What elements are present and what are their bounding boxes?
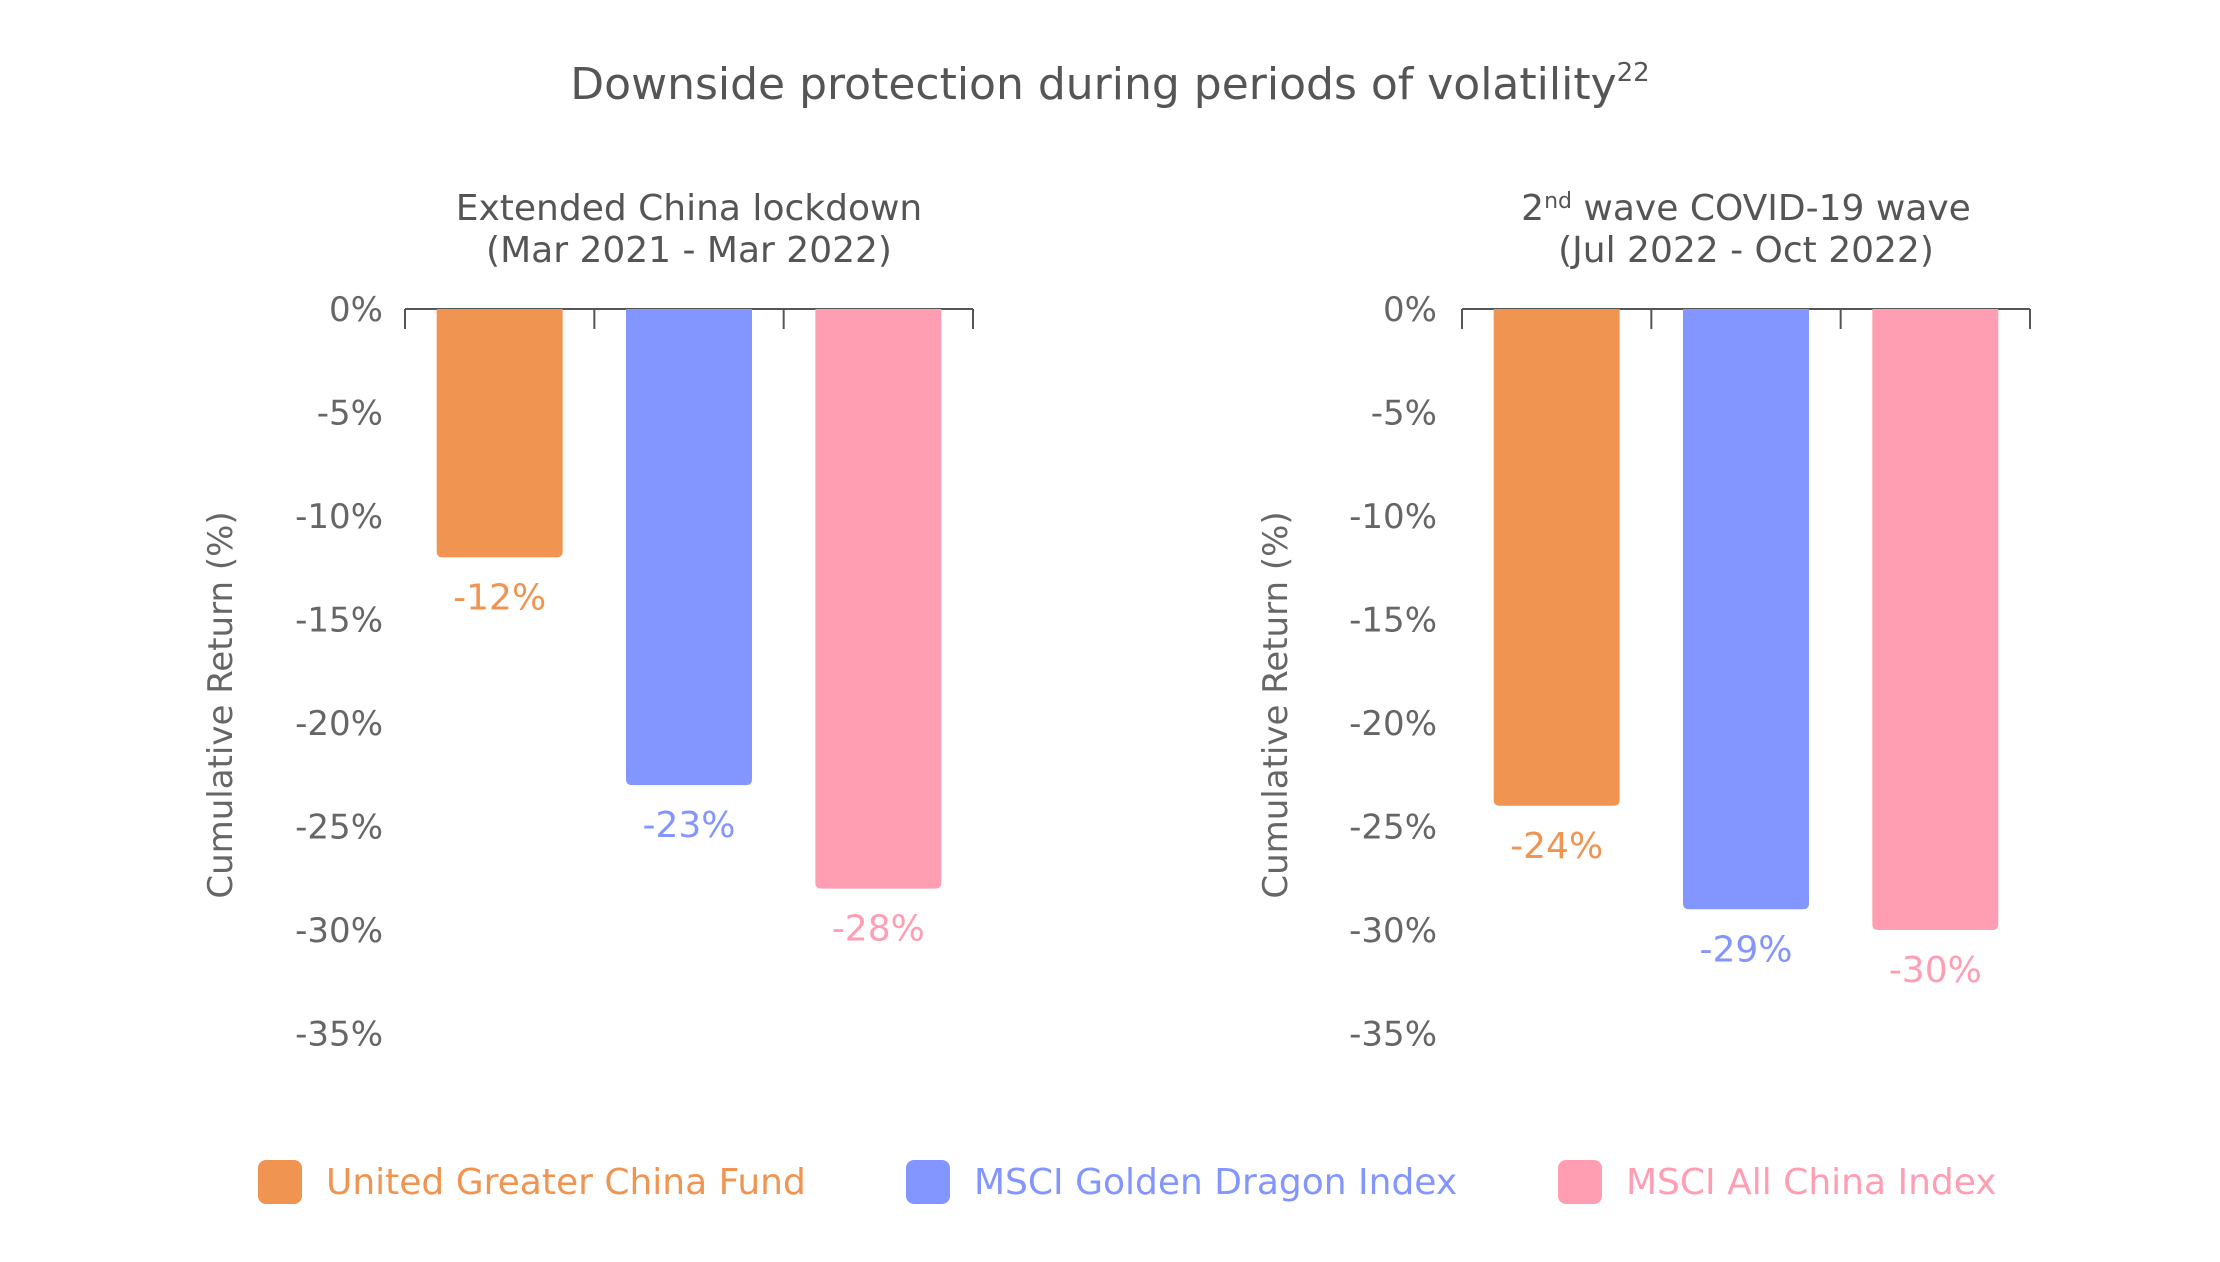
bar xyxy=(436,309,563,558)
y-tick-label: 0% xyxy=(329,290,383,330)
data-label: -30% xyxy=(1889,950,1982,991)
y-tick-label: -30% xyxy=(1349,911,1437,951)
data-label: -24% xyxy=(1510,826,1603,867)
bar xyxy=(815,309,942,889)
y-axis-label: Cumulative Return (%) xyxy=(201,511,241,898)
bar xyxy=(1872,309,1999,930)
legend-item-msci-golden-dragon-index: MSCI Golden Dragon Index xyxy=(906,1160,1457,1204)
y-tick-label: -25% xyxy=(1349,808,1437,848)
panel-title-rest: wave COVID-19 wave xyxy=(1572,188,1971,229)
y-tick-label: -35% xyxy=(295,1015,383,1055)
y-tick-label: -35% xyxy=(1349,1015,1437,1055)
chart-title-text: Downside protection during periods of vo… xyxy=(570,59,1617,110)
data-label: -23% xyxy=(642,805,735,846)
legend-label: United Greater China Fund xyxy=(326,1161,806,1203)
y-tick-label: -15% xyxy=(1349,601,1437,641)
legend-label: MSCI All China Index xyxy=(1626,1161,1997,1203)
legend-item-united-greater-china-fund: United Greater China Fund xyxy=(258,1160,806,1204)
legend-swatch xyxy=(1558,1160,1602,1204)
y-tick-label: -20% xyxy=(295,704,383,744)
bar xyxy=(626,309,752,786)
panel-title-superscript: nd xyxy=(1544,189,1572,214)
y-tick-label: -10% xyxy=(295,497,383,537)
legend-swatch xyxy=(906,1160,950,1204)
y-tick-label: -5% xyxy=(1371,394,1437,434)
panel-second-wave-covid: 2nd wave COVID-19 wave(Jul 2022 - Oct 20… xyxy=(1256,188,2031,1055)
bar xyxy=(1493,309,1620,806)
chart-title: Downside protection during periods of vo… xyxy=(0,58,2220,110)
data-label: -29% xyxy=(1699,929,1792,970)
panel-title-line1: Extended China lockdown xyxy=(456,188,923,229)
panel-title-line1: 2nd wave COVID-19 wave xyxy=(1521,188,1971,229)
data-label: -28% xyxy=(832,909,925,950)
y-tick-label: -20% xyxy=(1349,704,1437,744)
panel-title-prefix: 2 xyxy=(1521,188,1544,229)
y-axis-label: Cumulative Return (%) xyxy=(1256,511,1296,898)
legend-label: MSCI Golden Dragon Index xyxy=(974,1161,1458,1203)
panel-title-line2: (Mar 2021 - Mar 2022) xyxy=(486,230,892,271)
panel-extended-china-lockdown: Extended China lockdown(Mar 2021 - Mar 2… xyxy=(201,188,974,1055)
panel-title-line2: (Jul 2022 - Oct 2022) xyxy=(1558,230,1934,271)
y-tick-label: -25% xyxy=(295,808,383,848)
y-tick-label: 0% xyxy=(1383,290,1437,330)
y-tick-label: -10% xyxy=(1349,497,1437,537)
legend-swatch xyxy=(258,1160,302,1204)
data-label: -12% xyxy=(453,577,546,618)
y-tick-label: -5% xyxy=(317,394,383,434)
y-tick-label: -15% xyxy=(295,601,383,641)
bar xyxy=(1683,309,1809,910)
legend: United Greater China Fund MSCI Golden Dr… xyxy=(0,1160,2220,1220)
legend-item-msci-all-china-index: MSCI All China Index xyxy=(1558,1160,1997,1204)
chart-title-superscript: 22 xyxy=(1616,58,1650,88)
y-tick-label: -30% xyxy=(295,911,383,951)
